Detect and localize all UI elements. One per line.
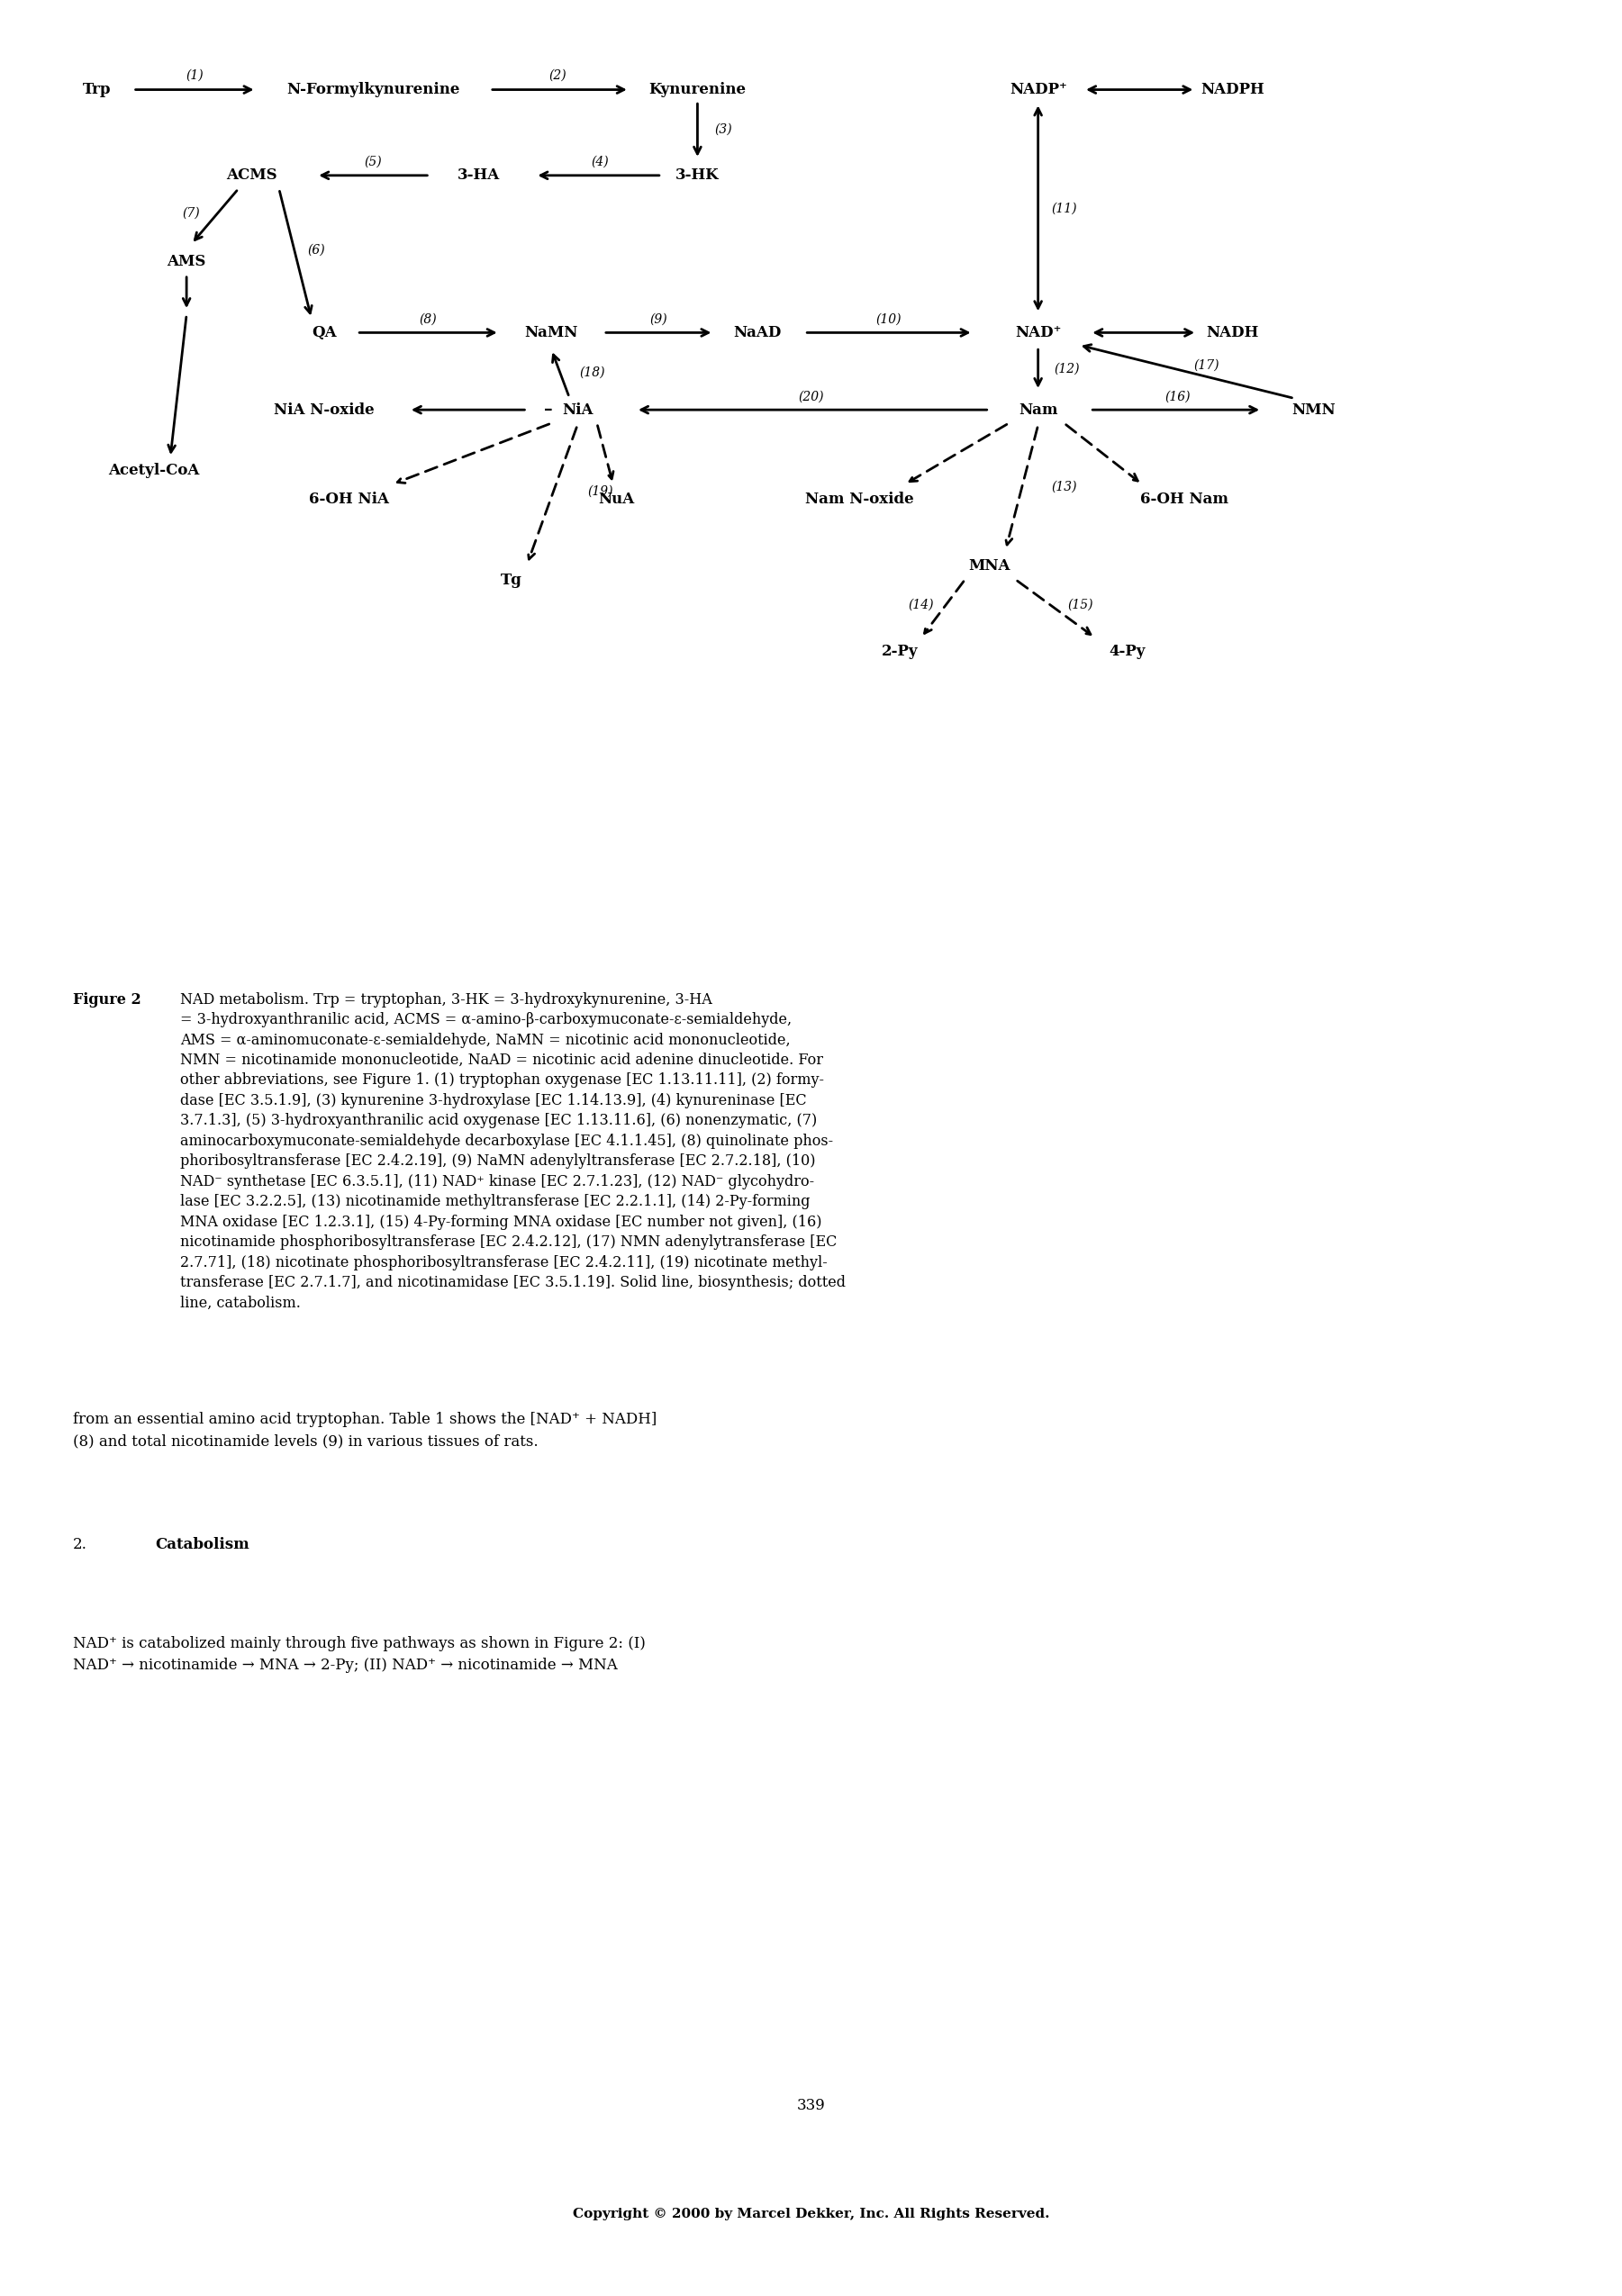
Text: (7): (7): [183, 207, 200, 220]
Text: AMS: AMS: [167, 253, 206, 269]
Text: NiA N-oxide: NiA N-oxide: [274, 402, 375, 418]
Text: N-Formylkynurenine: N-Formylkynurenine: [287, 83, 459, 96]
Text: 6-OH Nam: 6-OH Nam: [1140, 491, 1228, 507]
Text: (10): (10): [876, 312, 902, 326]
Text: (4): (4): [592, 156, 608, 168]
Text: Nam N-oxide: Nam N-oxide: [806, 491, 913, 507]
Text: (20): (20): [798, 390, 824, 402]
Text: (17): (17): [1194, 358, 1220, 372]
Text: Trp: Trp: [83, 83, 112, 96]
Text: (15): (15): [1067, 599, 1093, 611]
Text: Tg: Tg: [500, 572, 522, 588]
Text: (8): (8): [420, 312, 436, 326]
Text: (14): (14): [908, 599, 934, 611]
Text: NADPH: NADPH: [1200, 83, 1265, 96]
Text: NADH: NADH: [1207, 326, 1259, 340]
Text: NaAD: NaAD: [733, 326, 782, 340]
Text: (13): (13): [1051, 480, 1077, 494]
Text: 2-Py: 2-Py: [882, 645, 918, 659]
Text: NAD metabolism. Trp = tryptophan, 3-HK = 3-hydroxykynurenine, 3-HA
= 3-hydroxyan: NAD metabolism. Trp = tryptophan, 3-HK =…: [180, 992, 847, 1311]
Text: (5): (5): [365, 156, 381, 168]
Text: 6-OH NiA: 6-OH NiA: [308, 491, 389, 507]
Text: (16): (16): [1165, 390, 1191, 402]
Text: NADP⁺: NADP⁺: [1009, 83, 1067, 96]
Text: 3-HK: 3-HK: [676, 168, 719, 184]
Text: Kynurenine: Kynurenine: [649, 83, 746, 96]
Text: (9): (9): [650, 312, 667, 326]
Text: (18): (18): [579, 367, 605, 379]
Text: ACMS: ACMS: [225, 168, 277, 184]
Text: (12): (12): [1054, 363, 1080, 374]
Text: Catabolism: Catabolism: [156, 1538, 250, 1552]
Text: –: –: [543, 402, 553, 418]
Text: NuA: NuA: [599, 491, 634, 507]
Text: MNA: MNA: [968, 558, 1011, 574]
Text: NAD⁺: NAD⁺: [1015, 326, 1061, 340]
Text: NAD⁺ is catabolized mainly through five pathways as shown in Figure 2: (I)
NAD⁺ : NAD⁺ is catabolized mainly through five …: [73, 1635, 646, 1674]
Text: Acetyl-CoA: Acetyl-CoA: [109, 464, 200, 478]
Text: NaMN: NaMN: [526, 326, 577, 340]
Text: (1): (1): [187, 69, 203, 83]
Text: Figure 2: Figure 2: [73, 992, 141, 1008]
Text: Nam: Nam: [1019, 402, 1058, 418]
Text: 339: 339: [796, 2099, 826, 2112]
Text: 3-HA: 3-HA: [457, 168, 500, 184]
Text: NMN: NMN: [1293, 402, 1335, 418]
Text: (3): (3): [715, 124, 732, 135]
Text: (2): (2): [550, 69, 566, 83]
Text: 2.: 2.: [73, 1538, 88, 1552]
Text: from an essential amino acid tryptophan. Table 1 shows the [NAD⁺ + NADH]
(8) and: from an essential amino acid tryptophan.…: [73, 1412, 657, 1449]
Text: (19): (19): [587, 484, 613, 498]
Text: 4-Py: 4-Py: [1109, 645, 1145, 659]
Text: NiA: NiA: [561, 402, 594, 418]
Text: (6): (6): [308, 243, 324, 257]
Text: Copyright © 2000 by Marcel Dekker, Inc. All Rights Reserved.: Copyright © 2000 by Marcel Dekker, Inc. …: [573, 2209, 1049, 2220]
Text: QA: QA: [311, 326, 337, 340]
Text: (11): (11): [1051, 202, 1077, 216]
